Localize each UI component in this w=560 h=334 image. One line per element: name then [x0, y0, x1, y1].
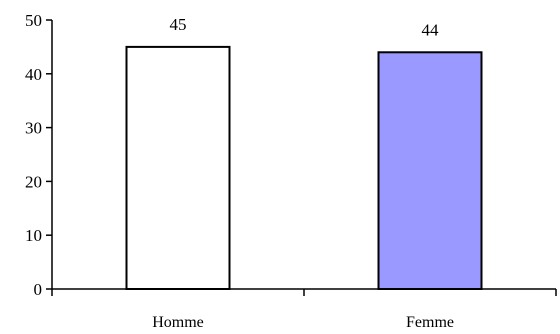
- y-tick-label-0: 0: [34, 280, 43, 299]
- y-tick-label-2: 20: [25, 172, 42, 191]
- x-label-femme: Femme: [406, 314, 454, 331]
- y-tick-label-5: 50: [25, 11, 42, 30]
- y-tick-label-3: 30: [25, 119, 42, 138]
- x-axis-ticks: [51, 289, 557, 296]
- bar-homme: [125, 45, 231, 291]
- y-tick-label-4: 40: [25, 65, 42, 84]
- y-tick-label-1: 10: [25, 226, 42, 245]
- data-label-femme: 44: [422, 20, 440, 39]
- y-axis-ticks: 0 10 20 30 40 50: [25, 11, 52, 299]
- x-label-homme: Homme: [152, 314, 204, 331]
- bars: [125, 45, 483, 291]
- data-label-homme: 45: [170, 15, 187, 34]
- data-labels: 45 44: [170, 15, 440, 39]
- x-axis-labels: Homme Femme: [152, 314, 454, 331]
- bar-femme: [377, 51, 483, 290]
